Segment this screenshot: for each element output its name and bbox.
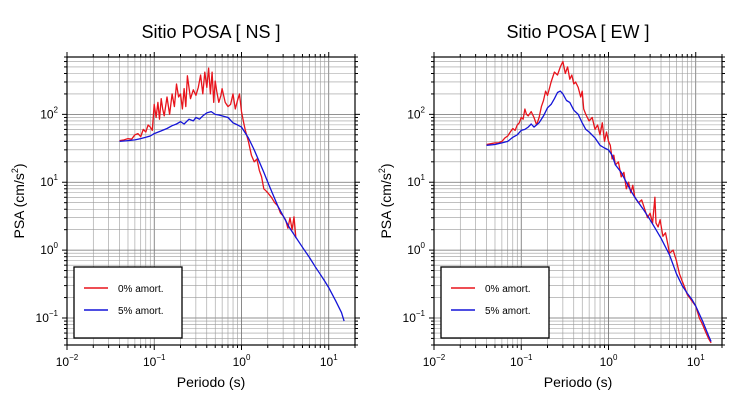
x-tick-label-base: 10 — [143, 355, 157, 369]
x-axis-label: Periodo (s) — [544, 374, 612, 390]
x-tick-label: 10−2 — [56, 353, 79, 369]
x-tick-label-exp: −2 — [436, 353, 446, 362]
x-tick-label: 10−2 — [423, 353, 446, 369]
legend-label-5pct: 5% amort. — [118, 306, 164, 317]
x-tick-label-exp: −1 — [523, 353, 533, 362]
legend-label-5pct: 5% amort. — [485, 306, 531, 317]
y-tick-label-exp: −1 — [416, 309, 426, 318]
y-tick-label-exp: 1 — [54, 173, 59, 182]
y-tick-label: 101 — [407, 173, 425, 189]
x-tick-label-exp: 0 — [613, 353, 618, 362]
y-tick-label-exp: 2 — [54, 105, 59, 114]
y-tick-label: 100 — [407, 241, 425, 257]
y-axis-label-tail: ) — [378, 163, 394, 168]
x-tick-label-base: 10 — [687, 355, 701, 369]
x-tick-label: 10−1 — [143, 353, 166, 369]
x-tick-label: 101 — [687, 353, 705, 369]
y-axis-label: PSA (cm/s2) — [10, 163, 27, 238]
axis-ticks — [429, 52, 727, 350]
legend-box — [73, 266, 183, 339]
chart-title: Sitio POSA [ NS ] — [141, 22, 280, 42]
y-tick-label-exp: 0 — [54, 241, 59, 250]
y-axis-label: PSA (cm/s2) — [377, 163, 394, 238]
x-tick-label: 10−1 — [510, 353, 533, 369]
y-tick-label-base: 10 — [403, 311, 417, 325]
x-tick-label-exp: 0 — [246, 353, 251, 362]
series-line-0pct — [486, 60, 712, 344]
plot-frame — [66, 56, 356, 346]
y-axis-label-sup: 2 — [10, 168, 20, 173]
series-line-5pct — [486, 90, 712, 342]
y-axis-label-main: PSA (cm/s — [11, 173, 27, 238]
x-tick-label: 100 — [233, 353, 251, 369]
x-tick-label-exp: 1 — [700, 353, 705, 362]
x-tick-label-exp: −2 — [69, 353, 79, 362]
x-tick-label-base: 10 — [600, 355, 614, 369]
y-tick-label-exp: 1 — [421, 173, 426, 182]
x-tick-label-exp: −1 — [156, 353, 166, 362]
series-line-0pct — [119, 67, 297, 239]
y-tick-label-base: 10 — [407, 243, 421, 257]
x-tick-label: 101 — [320, 353, 338, 369]
x-tick-label-base: 10 — [233, 355, 247, 369]
series-lines — [486, 60, 712, 344]
y-tick-label-base: 10 — [40, 107, 54, 121]
y-tick-label-base: 10 — [40, 243, 54, 257]
y-tick-label-base: 10 — [40, 175, 54, 189]
y-axis-label-tail: ) — [11, 163, 27, 168]
x-tick-label: 100 — [600, 353, 618, 369]
y-tick-label: 10−1 — [36, 309, 59, 325]
legend: 0% amort. 5% amort. — [440, 266, 550, 339]
y-tick-label: 102 — [407, 105, 425, 121]
y-tick-label: 102 — [40, 105, 58, 121]
series-line-5pct — [119, 110, 345, 322]
y-tick-label-exp: 0 — [421, 241, 426, 250]
y-axis-label-main: PSA (cm/s — [378, 173, 394, 238]
legend-label-0pct: 0% amort. — [485, 284, 531, 295]
x-tick-label-base: 10 — [320, 355, 334, 369]
legend: 0% amort. 5% amort. — [73, 266, 183, 339]
legend-box — [440, 266, 550, 339]
plot-frame — [433, 56, 723, 346]
y-tick-label-base: 10 — [407, 107, 421, 121]
y-tick-label-base: 10 — [36, 311, 50, 325]
y-tick-label: 100 — [40, 241, 58, 257]
chart-title: Sitio POSA [ EW ] — [506, 22, 649, 42]
x-axis-label: Periodo (s) — [177, 374, 245, 390]
x-tick-label-base: 10 — [423, 355, 437, 369]
axis-ticks — [62, 52, 360, 350]
y-axis-label-sup: 2 — [377, 168, 387, 173]
x-tick-label-base: 10 — [510, 355, 524, 369]
legend-label-0pct: 0% amort. — [118, 284, 164, 295]
y-tick-label: 10−1 — [403, 309, 426, 325]
y-tick-label-base: 10 — [407, 175, 421, 189]
y-tick-label: 101 — [40, 173, 58, 189]
y-tick-label-exp: 2 — [421, 105, 426, 114]
y-tick-label-exp: −1 — [49, 309, 59, 318]
x-tick-label-base: 10 — [56, 355, 70, 369]
x-tick-label-exp: 1 — [333, 353, 338, 362]
series-lines — [119, 67, 345, 322]
